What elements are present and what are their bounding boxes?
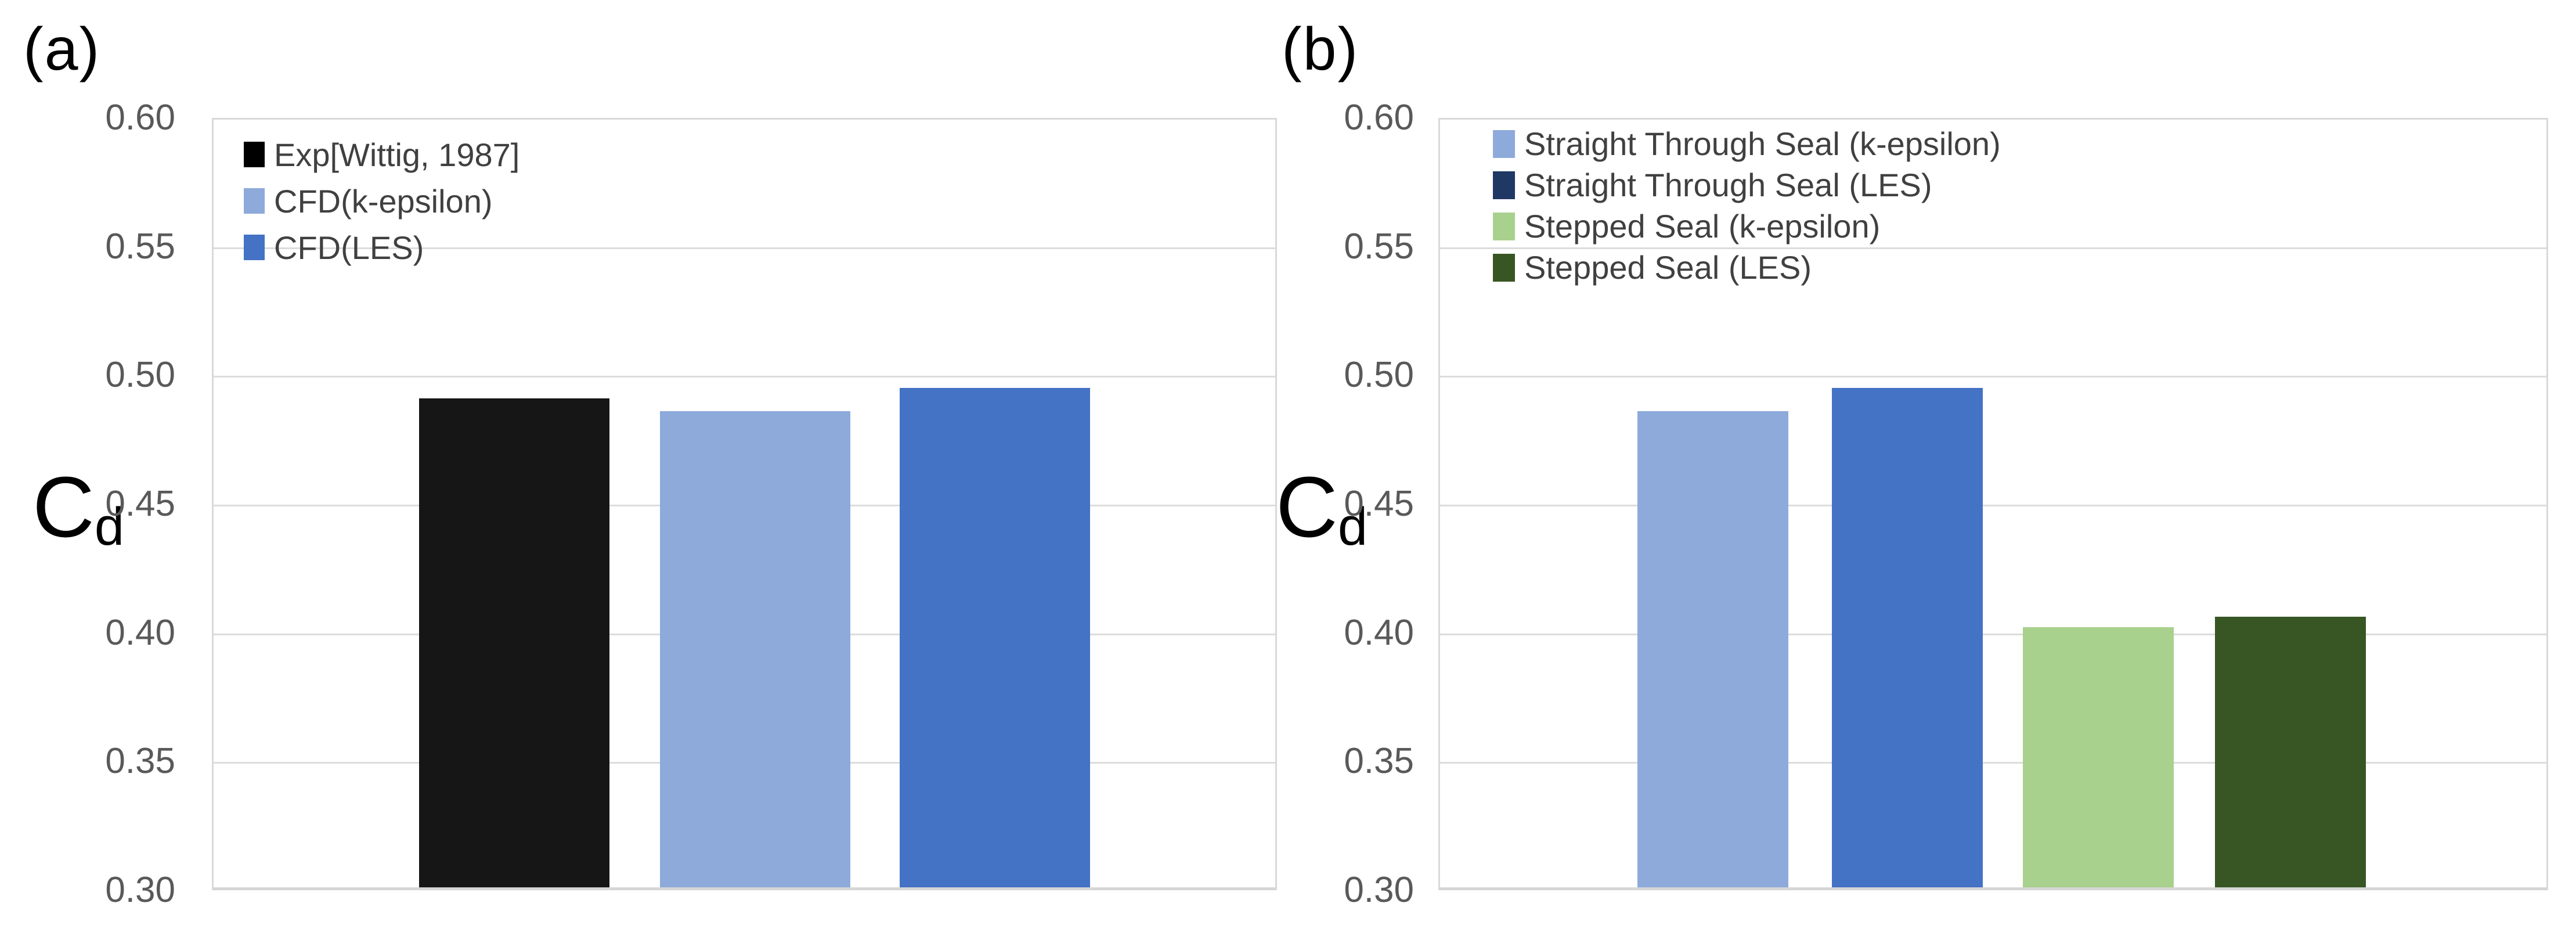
y-tick-label: 0.55 [1344,226,1414,267]
legend-item-cfd-k-epsilon: CFD(k-epsilon) [244,178,519,224]
y-tick-label: 0.35 [105,741,175,781]
y-axis-title-base: C [33,459,95,555]
legend-swatch [1493,171,1515,199]
legend-item-stepped-seal-k-epsilon: Stepped Seal (k-epsilon) [1493,206,2001,247]
panel-letter-label: (b) [1282,16,1359,83]
legend-swatch [1493,253,1515,282]
y-tick-label: 0.45 [1344,484,1414,524]
bar-straight-through-seal-les [1832,388,1983,887]
y-tick-label: 0.60 [105,98,175,138]
legend-label: Stepped Seal (LES) [1524,249,1812,286]
bar-exp-wittig-1987 [419,398,609,887]
legend-swatch [244,142,265,167]
gridline [1440,634,2546,635]
gridline [214,376,1275,377]
panel-letter-label: (a) [23,16,101,83]
y-tick-label: 0.35 [1344,741,1414,781]
y-tick-label: 0.50 [1344,355,1414,395]
y-tick-label: 0.30 [1344,870,1414,910]
legend-label: CFD(k-epsilon) [274,182,493,220]
legend: Straight Through Seal (k-epsilon) Straigh… [1493,123,2001,288]
legend-item-straight-through-seal-k-epsilon: Straight Through Seal (k-epsilon) [1493,123,2001,164]
gridline [1440,247,2546,249]
bar-cfd-les [900,388,1090,887]
y-tick-label: 0.45 [105,484,175,524]
legend-swatch [1493,212,1515,240]
plot-area [212,118,1277,890]
legend-item-cfd-les: CFD(LES) [244,224,519,271]
gridline [1440,505,2546,506]
gridline [214,247,1275,249]
plot-area [1438,118,2548,890]
gridline [1440,376,2546,377]
y-tick-label: 0.30 [105,870,175,910]
y-axis-title-base: C [1276,459,1338,555]
legend-swatch [1493,130,1515,158]
y-tick-label: 0.60 [1344,98,1414,138]
legend-label: Straight Through Seal (k-epsilon) [1524,125,2001,162]
legend-swatch [244,235,265,260]
legend-label: Stepped Seal (k-epsilon) [1524,208,1881,244]
legend-item-exp-wittig-1987: Exp[Wittig, 1987] [244,131,519,178]
y-tick-label: 0.40 [105,613,175,653]
bar-cfd-k-epsilon [660,411,850,887]
gridline [1440,762,2546,764]
legend-item-stepped-seal-les: Stepped Seal (LES) [1493,247,2001,288]
legend-label: Exp[Wittig, 1987] [274,136,520,173]
legend-label: Straight Through Seal (LES) [1524,167,1932,203]
bar-stepped-seal-k-epsilon [2023,627,2174,887]
y-tick-label: 0.50 [105,355,175,395]
y-tick-label: 0.55 [105,226,175,267]
bar-straight-through-seal-k-epsilon [1637,411,1788,887]
legend-item-straight-through-seal-les: Straight Through Seal (LES) [1493,164,2001,206]
y-tick-label: 0.40 [1344,613,1414,653]
legend-label: CFD(LES) [274,229,424,266]
bar-stepped-seal-les [2215,617,2366,887]
legend-swatch [244,188,265,214]
legend: Exp[Wittig, 1987] CFD(k-epsilon) CFD(LES) [244,131,519,271]
y-axis-title-subscript: d [94,497,125,556]
y-axis-title-subscript: d [1337,497,1368,556]
